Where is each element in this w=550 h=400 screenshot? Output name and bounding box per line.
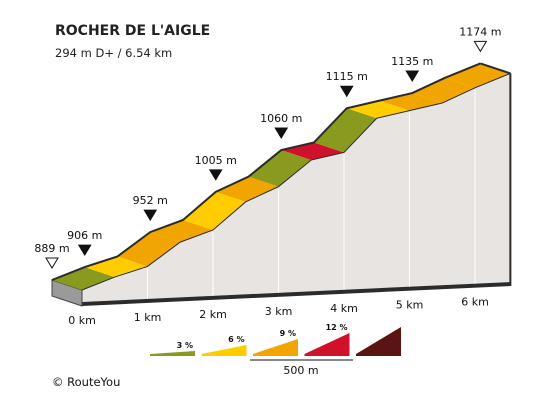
legend-label: 3 % (177, 341, 193, 350)
elevation-label: 1115 m (326, 70, 368, 83)
chart-subtitle: 294 m D+ / 6.54 km (55, 46, 172, 60)
km-tick-label: 2 km (199, 308, 227, 321)
profile-front-edge (81, 72, 511, 291)
profile-slope-segments (52, 63, 511, 290)
slope-segment (52, 267, 115, 290)
profile-end-edge (480, 62, 511, 75)
km-tick-label: 6 km (461, 296, 489, 309)
endpoint-marker (473, 40, 488, 53)
slope-segment (248, 150, 312, 187)
profile-side-fill (82, 73, 511, 303)
elevation-marker (339, 85, 354, 98)
chart-title: ROCHER DE L'AIGLE (55, 23, 210, 39)
baseline-strip (82, 282, 511, 306)
slope-segment (183, 191, 246, 230)
km-tick-label: 5 km (396, 299, 424, 312)
scale-label: 500 m (283, 364, 318, 377)
slope-segment (150, 219, 213, 243)
legend-swatch (150, 351, 195, 356)
elevation-label: 1005 m (195, 154, 237, 167)
km-tick-label: 3 km (265, 305, 293, 318)
elevation-marker (143, 209, 158, 222)
endpoint-marker (45, 257, 59, 269)
elevation-label: 1174 m (459, 25, 501, 38)
legend-swatch (253, 339, 298, 356)
elevation-label: 1135 m (391, 55, 433, 68)
legend-swatch (356, 327, 401, 356)
slope-segment (117, 232, 181, 267)
elevation-marker (405, 70, 420, 83)
elevation-label: 889 m (34, 242, 69, 255)
slope-segment (215, 176, 279, 202)
km-tick-label: 0 km (68, 314, 96, 327)
slope-segment (412, 77, 475, 104)
slope-segment (314, 108, 377, 153)
slope-segment (445, 63, 511, 88)
profile-side-wall (51, 73, 511, 307)
legend-swatch (201, 345, 247, 356)
elevation-label: 952 m (133, 194, 168, 207)
legend-swatch (304, 333, 350, 356)
distance-ticks: 0 km 1 km 2 km 3 km 4 km 5 km 6 km (68, 296, 489, 327)
elevation-marker (77, 244, 92, 257)
copyright-label: © RouteYou (52, 375, 120, 389)
km-tick-label: 4 km (330, 302, 358, 315)
profile-edges (51, 62, 512, 291)
elevation-marker (208, 169, 223, 181)
slope-segment (84, 256, 148, 278)
legend-label: 12 % (326, 323, 348, 332)
elevation-marker (274, 127, 289, 140)
km-tick-label: 1 km (134, 311, 162, 324)
gradient-legend: 3 % 6 % 9 % 12 % 500 m (150, 323, 401, 377)
elevation-label: 1060 m (260, 112, 302, 125)
profile-back-edge (51, 62, 481, 281)
elevation-label: 906 m (67, 229, 102, 242)
legend-label: 9 % (280, 329, 296, 338)
legend-label: 6 % (228, 335, 244, 344)
